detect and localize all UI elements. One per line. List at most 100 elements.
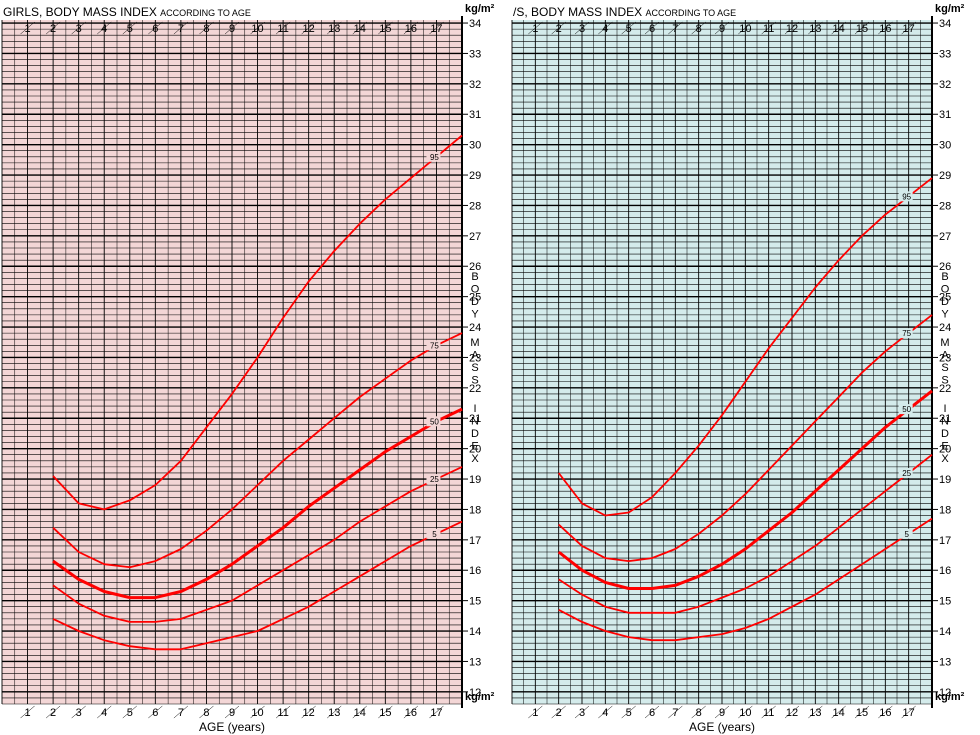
x-tick-mark <box>429 705 444 719</box>
x-tick-label: 11 <box>277 23 288 35</box>
x-tick-label: 2 <box>556 23 562 35</box>
x-tick-mark <box>574 21 590 35</box>
series-line-p25 <box>52 466 463 623</box>
x-tick-mark <box>528 705 543 719</box>
x-tick-label: 14 <box>354 707 366 719</box>
x-tick-mark <box>761 21 776 35</box>
y-tick-label: 15 <box>469 596 481 608</box>
x-tick-label: 10 <box>739 23 751 35</box>
x-tick-label: 10 <box>739 707 751 719</box>
x-tick-mark <box>97 21 112 35</box>
series-label: 50 <box>902 405 911 414</box>
y-tick-label: 32 <box>939 79 951 91</box>
x-tick-label: 7 <box>672 707 678 719</box>
x-tick-label: 2 <box>556 707 562 719</box>
x-tick-label: 14 <box>833 23 845 35</box>
x-tick-mark <box>352 705 367 719</box>
y-tick-label: 13 <box>469 656 481 668</box>
x-tick-label: 9 <box>229 707 235 719</box>
y-tick-label: 13 <box>939 656 951 668</box>
x-tick-label: 17 <box>903 23 915 35</box>
x-tick-mark <box>45 705 61 719</box>
x-tick-label: 15 <box>856 23 868 35</box>
x-tick-label: 11 <box>277 707 288 719</box>
y-tick-label: 21 <box>939 413 951 425</box>
x-tick-label: 5 <box>626 23 632 35</box>
series-label-bg <box>426 151 441 162</box>
x-tick-mark <box>250 21 265 35</box>
x-tick-mark <box>784 21 800 35</box>
y-tick-label: 28 <box>939 200 951 212</box>
x-tick-label: 15 <box>379 23 391 35</box>
x-tick-mark <box>738 21 753 35</box>
x-tick-mark <box>691 21 706 35</box>
x-tick-mark <box>148 705 163 719</box>
series-line-p50 <box>52 407 463 600</box>
y-tick-label: 26 <box>939 261 951 273</box>
series-label: 25 <box>430 475 439 484</box>
chart-panel-1: 1 2 3 4 5 6 7 8 9 10 11 12 13 14 15 16 171 2 3 4 5 6 7 8 9 10 11 12… <box>1 3 495 734</box>
x-tick-label: 15 <box>856 707 868 719</box>
x-tick-mark <box>20 705 35 719</box>
y-axis-label-letter: A <box>471 350 479 362</box>
x-tick-mark <box>429 21 444 35</box>
series-label-bg <box>426 340 441 351</box>
x-tick-label: 16 <box>879 23 891 35</box>
x-tick-mark <box>327 21 342 35</box>
y-tick-label: 33 <box>939 48 951 60</box>
x-tick-mark <box>621 705 636 719</box>
x-tick-label: 3 <box>579 707 585 719</box>
series-label-bg <box>898 404 913 415</box>
x-tick-mark <box>668 21 683 35</box>
x-tick-mark <box>878 705 893 719</box>
x-tick-mark <box>808 21 823 35</box>
x-tick-label: 6 <box>649 23 655 35</box>
y-tick-label: 14 <box>469 626 481 638</box>
x-tick-label: 11 <box>763 23 774 35</box>
series-line-p75 <box>558 314 933 562</box>
x-tick-mark <box>275 21 291 35</box>
y-tick-label: 17 <box>469 535 481 547</box>
x-tick-label: 4 <box>602 707 608 719</box>
y-tick-label: 24 <box>469 322 481 334</box>
chart-subtitle: ACCORDING TO AGE <box>645 8 736 18</box>
series-line-p25 <box>558 453 933 614</box>
y-axis-label-letter: Y <box>941 309 949 321</box>
x-tick-mark <box>621 21 636 35</box>
x-tick-label: 4 <box>101 23 107 35</box>
x-tick-label: 7 <box>178 23 184 35</box>
x-tick-label: 1 <box>532 707 538 719</box>
x-tick-mark <box>714 21 730 35</box>
series-label-bg <box>898 528 913 539</box>
y-tick-label: 32 <box>469 79 481 91</box>
x-tick-mark <box>878 21 893 35</box>
x-tick-label: 9 <box>719 23 725 35</box>
y-tick-label: 30 <box>939 140 951 152</box>
x-tick-label: 17 <box>430 23 442 35</box>
x-tick-label: 17 <box>430 707 442 719</box>
series-label: 75 <box>430 341 439 350</box>
x-tick-label: 7 <box>672 23 678 35</box>
x-tick-label: 16 <box>405 23 417 35</box>
y-tick-label: 20 <box>469 444 481 456</box>
x-tick-mark <box>901 21 916 35</box>
y-tick-label: 18 <box>469 504 481 516</box>
x-tick-mark <box>327 705 342 719</box>
x-tick-label: 3 <box>76 707 82 719</box>
y-axis-label-letter: I <box>943 403 946 415</box>
y-tick-label: 29 <box>939 170 951 182</box>
x-tick-mark <box>20 21 35 35</box>
y-axis-label-letter: O <box>941 284 950 296</box>
x-tick-label: 12 <box>303 707 315 719</box>
x-tick-label: 12 <box>786 707 798 719</box>
y-tick-label: 34 <box>469 18 481 30</box>
series-label: 95 <box>430 153 439 162</box>
chart-subtitle: ACCORDING TO AGE <box>160 8 251 18</box>
x-tick-mark <box>71 21 86 35</box>
x-tick-mark <box>528 21 543 35</box>
x-axis-label: AGE (years) <box>689 720 755 734</box>
x-tick-label: 9 <box>229 23 235 35</box>
x-tick-mark <box>173 21 189 35</box>
y-tick-label: 23 <box>469 352 481 364</box>
x-tick-mark <box>551 21 566 35</box>
